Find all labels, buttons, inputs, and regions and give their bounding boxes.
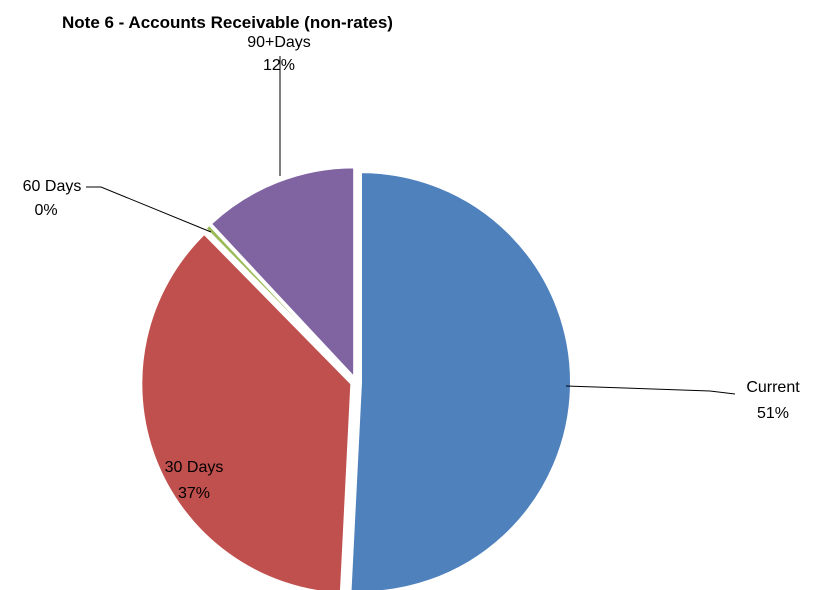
leader-line-60-days bbox=[86, 186, 212, 233]
slice-label-30-days: 30 Days bbox=[165, 459, 224, 476]
slice-label-current: Current bbox=[746, 379, 800, 396]
slice-percent-90-days: 12% bbox=[263, 57, 295, 74]
slice-label-90-days: 90+Days bbox=[247, 34, 311, 51]
chart-title: Note 6 - Accounts Receivable (non-rates) bbox=[62, 13, 393, 32]
slice-percent-60-days: 0% bbox=[34, 202, 57, 219]
pie-slice-60-days bbox=[204, 223, 354, 380]
slice-label-60-days: 60 Days bbox=[23, 178, 82, 195]
pie-slice-30-days bbox=[140, 232, 353, 590]
slice-percent-30-days: 37% bbox=[178, 485, 210, 502]
pie-slice-current bbox=[349, 171, 572, 590]
slice-percent-current: 51% bbox=[757, 405, 789, 422]
leader-line-current bbox=[565, 385, 736, 395]
pie-slice-90-days bbox=[209, 166, 356, 380]
